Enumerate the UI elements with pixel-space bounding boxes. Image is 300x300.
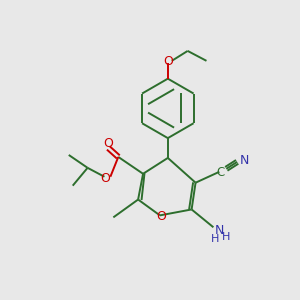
Text: C: C: [216, 166, 224, 179]
Text: O: O: [156, 210, 166, 223]
Text: O: O: [100, 172, 110, 185]
Text: O: O: [163, 55, 173, 68]
Text: N: N: [239, 154, 249, 167]
Text: O: O: [103, 136, 113, 150]
Text: H: H: [222, 232, 230, 242]
Text: H: H: [211, 234, 220, 244]
Text: N: N: [215, 224, 224, 237]
